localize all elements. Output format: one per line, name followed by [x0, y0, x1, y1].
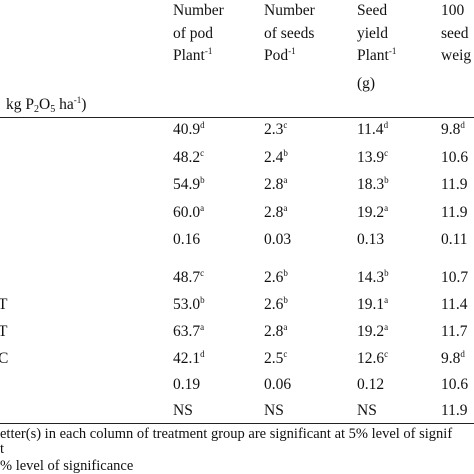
g2-r1-yield: 14.3b [357, 268, 389, 286]
g1-r2-pod: 48.2c [173, 148, 205, 166]
g1-r2-yield: 13.9c [357, 148, 389, 166]
col-header-weight-line3: weig [441, 47, 472, 64]
g2-r4-seeds: 2.5c [264, 349, 288, 367]
g2-r4-weight: 9.8d [441, 349, 465, 367]
g2-lsd-weight: 10.6 [441, 376, 469, 393]
col-header-seeds-line3: Pod-1 [264, 46, 296, 64]
g2-r1-weight: 10.7 [441, 269, 469, 286]
col-header-pods-line1: Number [173, 2, 224, 19]
g2-r2-pod: 53.0b [173, 295, 205, 313]
footer-rule [0, 423, 474, 424]
g2-r3-seeds: 2.8a [264, 322, 288, 340]
g1-r4-seeds: 2.8a [264, 203, 288, 221]
g2-sig-weight: 11.9 [441, 402, 468, 419]
col-header-pods-line2: of pod [173, 25, 214, 42]
unit-label: kg P2O5 ha-1) [6, 95, 87, 115]
g2-sig-pod: NS [173, 402, 193, 419]
g2-r2-label: T [0, 296, 8, 313]
g1-lsd-weight: 0.11 [441, 231, 468, 248]
g2-r4-yield: 12.6c [357, 349, 389, 367]
col-header-yield-line3: Plant-1 [357, 46, 397, 64]
g1-r1-yield: 11.4d [357, 120, 389, 138]
g1-r3-seeds: 2.8a [264, 175, 288, 193]
col-header-yield-line2: yield [357, 25, 388, 42]
g2-r2-weight: 11.4 [441, 296, 468, 313]
g2-r2-seeds: 2.6b [264, 295, 288, 313]
col-header-weight-line2: seed [441, 25, 469, 42]
g1-r3-yield: 18.3b [357, 175, 389, 193]
g2-sig-yield: NS [357, 402, 377, 419]
g2-r3-yield: 19.2a [357, 322, 389, 340]
g1-r1-seeds: 2.3c [264, 120, 288, 138]
g2-r3-weight: 11.7 [441, 323, 468, 340]
g2-r1-seeds: 2.6b [264, 268, 288, 286]
g2-lsd-yield: 0.12 [357, 376, 385, 393]
col-header-yield-line1: Seed [357, 2, 388, 19]
col-header-weight-line1: 100 [441, 2, 465, 19]
g1-r1-weight: 9.8d [441, 120, 465, 138]
g2-lsd-pod: 0.19 [173, 376, 201, 393]
g1-r1-pod: 40.9d [173, 120, 205, 138]
g2-sig-seeds: NS [264, 402, 284, 419]
g2-r3-label: T [0, 323, 8, 340]
col-header-seeds-line1: Number [264, 2, 315, 19]
g1-lsd-pod: 0.16 [173, 231, 201, 248]
footnote-line2: t [0, 441, 5, 457]
g1-lsd-seeds: 0.03 [264, 231, 292, 248]
g1-r2-weight: 10.6 [441, 149, 469, 166]
g1-r4-pod: 60.0a [173, 203, 205, 221]
g1-lsd-yield: 0.13 [357, 231, 385, 248]
footnote-line3: % level of significance [0, 458, 134, 474]
g1-r3-weight: 11.9 [441, 176, 468, 193]
g2-r2-yield: 19.1a [357, 295, 389, 313]
g1-r4-weight: 11.9 [441, 204, 468, 221]
g1-r3-pod: 54.9b [173, 175, 205, 193]
col-header-seeds-line2: of seeds [264, 25, 315, 42]
g1-r4-yield: 19.2a [357, 203, 389, 221]
g2-r1-pod: 48.7c [173, 268, 205, 286]
g2-lsd-seeds: 0.06 [264, 376, 292, 393]
footnote-line1: etter(s) in each column of treatment gro… [0, 426, 453, 442]
col-header-pods-line3: Plant-1 [173, 46, 213, 64]
g2-r4-pod: 42.1d [173, 349, 205, 367]
g2-r4-label: C [0, 350, 9, 367]
g2-r3-pod: 63.7a [173, 322, 205, 340]
col-header-yield-line4: (g) [357, 75, 376, 92]
header-rule [0, 117, 474, 118]
g1-r2-seeds: 2.4b [264, 148, 288, 166]
